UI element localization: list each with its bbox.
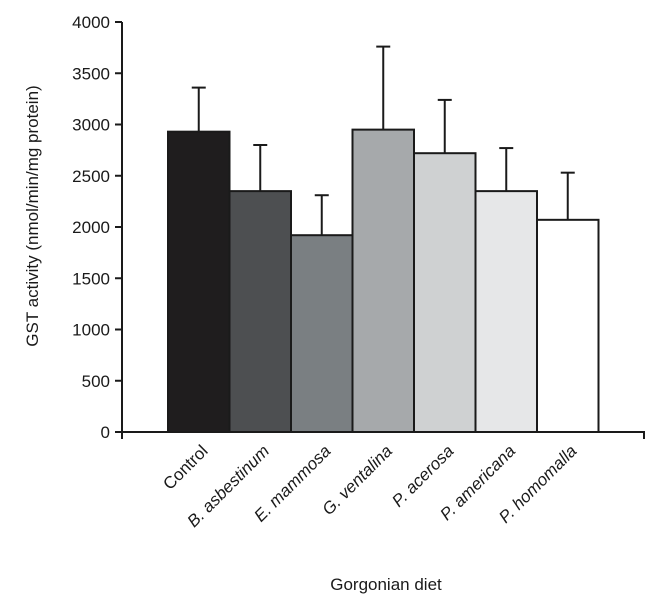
bar (413, 152, 477, 433)
y-tick-label: 4000 (72, 13, 110, 32)
y-tick-label: 2000 (72, 218, 110, 237)
y-tick-label: 3500 (72, 64, 110, 83)
y-tick-label: 500 (82, 372, 110, 391)
x-category-label: Control (159, 441, 211, 493)
bar (228, 190, 292, 433)
y-tick-label: 1000 (72, 321, 110, 340)
y-axis-title: GST activity (nmol/min/mg protein) (23, 85, 42, 346)
x-axis-title: Gorgonian diet (330, 575, 442, 594)
bar (474, 190, 538, 433)
y-tick-label: 3000 (72, 116, 110, 135)
y-tick-label: 2500 (72, 167, 110, 186)
bar (536, 218, 600, 433)
y-tick-label: 1500 (72, 269, 110, 288)
y-tick-label: 0 (101, 423, 110, 442)
bar (290, 234, 354, 433)
bar (351, 128, 415, 433)
bars-layer (167, 45, 600, 434)
axes-layer (115, 21, 645, 439)
bar (167, 130, 231, 434)
